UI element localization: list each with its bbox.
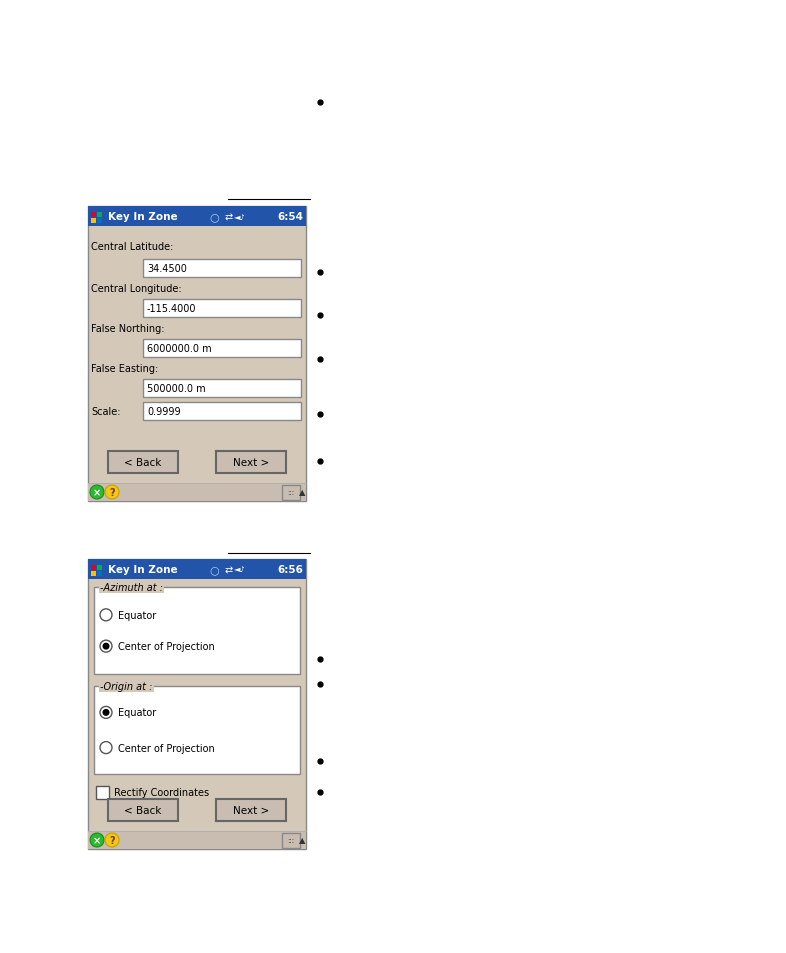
Text: 6:56: 6:56 xyxy=(277,564,303,575)
Text: ⇄: ⇄ xyxy=(224,212,233,222)
Bar xyxy=(143,402,301,420)
Text: ▲: ▲ xyxy=(299,488,305,497)
Text: Scale:: Scale: xyxy=(91,407,120,416)
Text: 6000000.0 m: 6000000.0 m xyxy=(147,344,211,354)
Text: ⇄: ⇄ xyxy=(224,564,233,575)
Text: ×: × xyxy=(93,488,101,497)
Text: Next >: Next > xyxy=(233,457,269,468)
Text: ?: ? xyxy=(109,835,115,845)
Text: Equator: Equator xyxy=(118,610,156,620)
Bar xyxy=(143,299,301,317)
Bar xyxy=(97,213,102,218)
Text: Center of Projection: Center of Projection xyxy=(118,641,215,652)
Text: ?: ? xyxy=(109,488,115,497)
Text: Central Longitude:: Central Longitude: xyxy=(91,284,182,294)
Bar xyxy=(108,800,178,821)
Text: Key In Zone: Key In Zone xyxy=(108,212,178,222)
Bar xyxy=(91,572,96,577)
Bar xyxy=(91,219,96,224)
Circle shape xyxy=(100,640,112,653)
Bar xyxy=(282,485,300,500)
Bar xyxy=(216,452,286,474)
Text: 6:54: 6:54 xyxy=(277,212,303,222)
Bar xyxy=(216,800,286,821)
Text: :::: ::: xyxy=(288,490,295,496)
Text: -Origin at :: -Origin at : xyxy=(100,681,152,691)
Text: ◄♪: ◄♪ xyxy=(233,565,245,574)
Text: :::: ::: xyxy=(288,837,295,843)
Text: 34.4500: 34.4500 xyxy=(147,264,187,274)
Bar xyxy=(91,565,96,571)
Bar xyxy=(97,565,102,571)
Text: < Back: < Back xyxy=(124,805,162,815)
Bar xyxy=(91,213,96,218)
Bar xyxy=(88,207,306,501)
Bar xyxy=(143,379,301,397)
Circle shape xyxy=(105,833,119,847)
Bar xyxy=(88,559,306,849)
Text: Central Latitude:: Central Latitude: xyxy=(91,242,174,252)
Text: ○: ○ xyxy=(210,212,219,222)
Bar xyxy=(88,559,306,579)
Bar xyxy=(97,572,102,577)
Bar xyxy=(94,686,300,774)
Text: ▲: ▲ xyxy=(299,836,305,844)
Bar xyxy=(143,260,301,277)
Text: < Back: < Back xyxy=(124,457,162,468)
Bar xyxy=(97,219,102,224)
Circle shape xyxy=(105,485,119,499)
Text: 500000.0 m: 500000.0 m xyxy=(147,384,206,394)
Bar xyxy=(143,339,301,357)
Text: ◄♪: ◄♪ xyxy=(233,213,245,221)
Bar xyxy=(96,786,109,800)
Text: -115.4000: -115.4000 xyxy=(147,304,196,314)
Circle shape xyxy=(100,741,112,754)
Circle shape xyxy=(90,833,104,847)
Bar xyxy=(108,452,178,474)
Text: Next >: Next > xyxy=(233,805,269,815)
Text: 0.9999: 0.9999 xyxy=(147,407,181,416)
Circle shape xyxy=(100,707,112,719)
Text: Center of Projection: Center of Projection xyxy=(118,742,215,753)
Text: Key In Zone: Key In Zone xyxy=(108,564,178,575)
Bar xyxy=(282,833,300,848)
Text: ○: ○ xyxy=(210,564,219,575)
Text: Equator: Equator xyxy=(118,708,156,718)
Bar xyxy=(94,587,300,675)
Circle shape xyxy=(90,485,104,499)
Circle shape xyxy=(102,643,109,650)
Text: -Azimuth at :: -Azimuth at : xyxy=(100,582,163,593)
Text: False Northing:: False Northing: xyxy=(91,324,164,334)
Bar xyxy=(88,831,306,849)
Text: False Easting:: False Easting: xyxy=(91,364,158,374)
Circle shape xyxy=(102,709,109,716)
Text: ×: × xyxy=(93,835,101,845)
Bar xyxy=(88,483,306,501)
Bar xyxy=(88,207,306,227)
Text: Rectify Coordinates: Rectify Coordinates xyxy=(114,787,209,797)
Circle shape xyxy=(100,609,112,621)
